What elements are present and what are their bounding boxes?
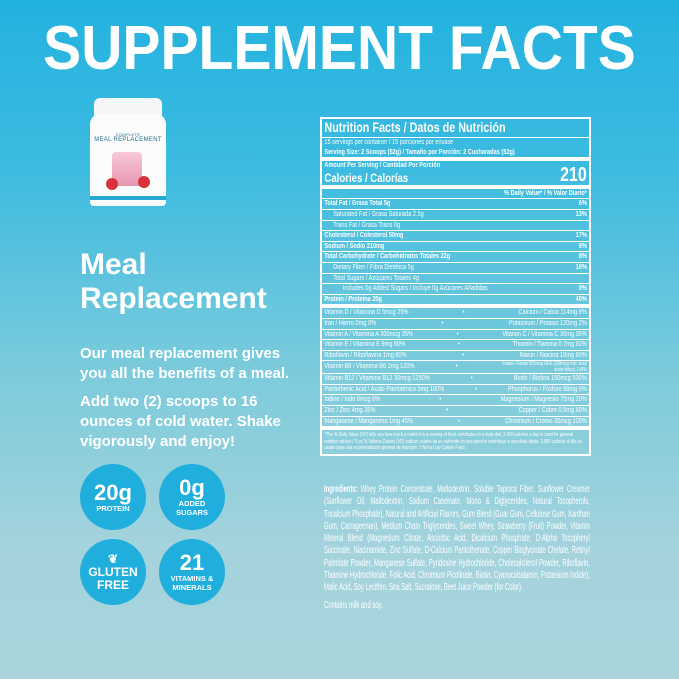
vitamin-row: Vitamin B6 / Vitamina B6 2mg 120% • Folate… bbox=[322, 361, 589, 375]
ingredients-section: Ingredients: Whey Protein Concentrate, M… bbox=[324, 484, 590, 612]
page-title: SUPPLEMENT FACTS bbox=[43, 14, 636, 83]
vitamin-row: Vitamin B12 / Vitamina B12 30mcg 1250% • B… bbox=[322, 374, 589, 385]
badge-protein: 20g PROTEIN bbox=[80, 464, 146, 530]
ingredients: Ingredients: Whey Protein Concentrate, M… bbox=[324, 484, 590, 594]
badge-gluten-free: ❦ GLUTEN FREE bbox=[80, 539, 146, 605]
vitamin-row: Vitamin A / Vitamina A 300mcg 35% • Vitami… bbox=[322, 330, 589, 341]
nutrient-row: Protein / Proteína 20g 40% bbox=[322, 295, 589, 309]
label-title: Nutrition Facts / Datos de Nutrición bbox=[322, 119, 589, 138]
vitamin-row: Iron / Hierro 0mg 0% • Potassium / Potasio… bbox=[322, 319, 589, 330]
vitamin-row: Iodine / Iodo 8mcg 6% • Magnesium / Magnes… bbox=[322, 395, 589, 407]
product-jar-image: COMPLETE MEAL REPLACEMENT bbox=[88, 98, 168, 206]
jar-lid bbox=[94, 98, 162, 116]
serving-info: 15 servings per container / 15 porciones… bbox=[322, 138, 589, 162]
nutrient-row: Dietary Fiber / Fibra Dietética 5g 18% bbox=[322, 263, 589, 274]
jar-body: COMPLETE MEAL REPLACEMENT bbox=[90, 114, 166, 206]
nutrient-row: Total Sugars / Azúcares Totales 4g bbox=[322, 274, 589, 285]
label-footnote: *The % Daily Value (DV) tells you how mu… bbox=[324, 432, 582, 452]
vitamin-row: Riboflavin / Riboflavina 1mg 80% • Niacin … bbox=[322, 351, 589, 362]
nutrition-facts-label: Nutrition Facts / Datos de Nutrición 15 … bbox=[320, 117, 591, 456]
nutrition-facts-content: Nutrition Facts / Datos de Nutrición 15 … bbox=[322, 119, 589, 454]
jar-stripe bbox=[90, 196, 166, 200]
nutrient-row: Trans Fat / Grasa Trans 0g bbox=[322, 221, 589, 232]
description: Our meal replacement gives you all the b… bbox=[80, 345, 290, 382]
strawberry-graphic bbox=[106, 178, 118, 190]
nutrient-row: Cholesterol / Colesterol 50mg 17% bbox=[322, 231, 589, 242]
vitamin-row: Vitamin D / Vitamina D 5mcg 25% • Calcium … bbox=[322, 308, 589, 319]
nutrient-row: Saturated Fat / Grasa Saturada 2.5g 13% bbox=[322, 210, 589, 221]
badge-vitamins: 21 VITAMINS & MINERALS bbox=[159, 539, 225, 605]
vitamin-row: Pantothenic Acid / Ácido Pantoténico 5mg… bbox=[322, 385, 589, 396]
dv-header: % Daily Value* / % Valor Diario* bbox=[322, 189, 589, 200]
vitamin-row: Vitamin E / Vitamina E 9mg 60% • Thiamin /… bbox=[322, 340, 589, 351]
calories-row: Amount Per Serving / Cantidad Por Porció… bbox=[322, 161, 589, 189]
jar-label: COMPLETE MEAL REPLACEMENT bbox=[94, 132, 162, 143]
nutrient-row: Total Carbohydrate / Carbohidratos Total… bbox=[322, 252, 589, 263]
nutrient-row: Includes 0g Added Sugars / Incluye 0g Az… bbox=[322, 284, 589, 295]
product-heading: Meal Replacement bbox=[80, 248, 267, 315]
wheat-icon: ❦ bbox=[107, 551, 119, 566]
left-column: Meal Replacement Our meal replacement gi… bbox=[80, 248, 310, 605]
strawberry-graphic bbox=[138, 176, 150, 188]
badge-added-sugars: 0g ADDED SUGARS bbox=[159, 464, 225, 530]
directions: Add two (2) scoops to 16 ounces of cold … bbox=[80, 393, 281, 450]
badge-grid: 20g PROTEIN 0g ADDED SUGARS ❦ GLUTEN FREE 2… bbox=[80, 464, 310, 605]
vitamin-row: Manganese / Manganeso 1mg 45% • Chromium /… bbox=[322, 417, 589, 431]
nutrient-row: Total Fat / Grasa Total 5g 6% bbox=[322, 199, 589, 210]
vitamin-row: Zinc / Zinc 4mg 35% • Copper / Cobre 0.5mg… bbox=[322, 406, 589, 417]
nutrient-row: Sodium / Sodio 210mg 9% bbox=[322, 242, 589, 253]
allergen-statement: Contains milk and soy. bbox=[324, 599, 383, 611]
